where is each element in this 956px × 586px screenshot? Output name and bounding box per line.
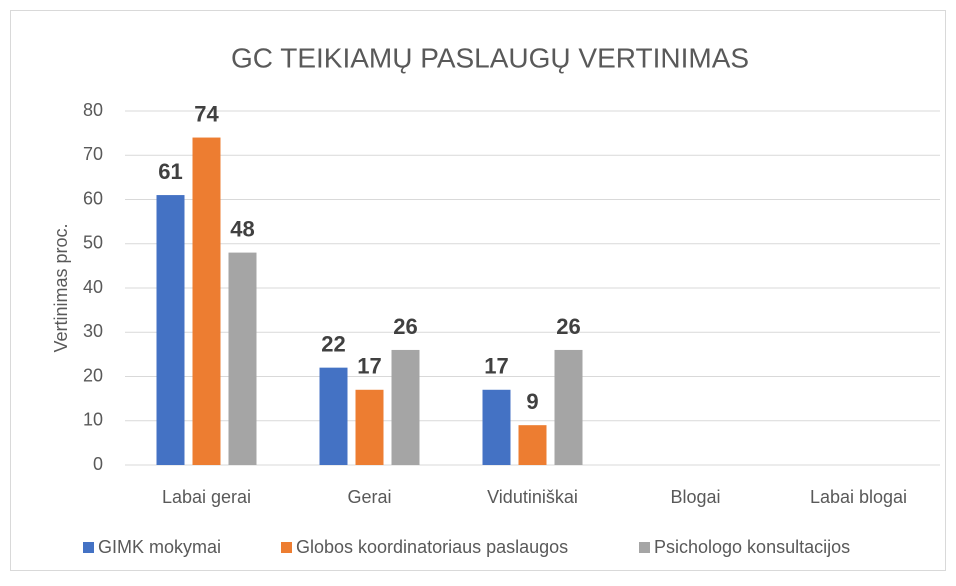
x-tick-label: Blogai (670, 487, 720, 507)
bar (156, 195, 185, 465)
y-tick-label: 30 (83, 321, 103, 341)
data-label: 26 (393, 314, 417, 339)
data-label: 17 (357, 354, 381, 379)
y-tick-label: 60 (83, 188, 103, 208)
bar (228, 252, 257, 465)
x-tick-label: Labai blogai (810, 487, 907, 507)
data-label: 48 (230, 216, 254, 241)
data-label: 9 (526, 389, 538, 414)
legend-swatch (83, 542, 94, 553)
legend-swatch (639, 542, 650, 553)
bar (391, 349, 420, 465)
legend-label: GIMK mokymai (98, 537, 221, 557)
y-tick-label: 80 (83, 100, 103, 120)
x-tick-label: Labai gerai (162, 487, 251, 507)
y-tick-label: 40 (83, 277, 103, 297)
bar (319, 367, 348, 465)
data-label: 22 (321, 331, 345, 356)
y-tick-label: 0 (93, 454, 103, 474)
legend-label: Psichologo konsultacijos (654, 537, 850, 557)
data-label: 26 (556, 314, 580, 339)
data-label: 61 (158, 159, 182, 184)
x-tick-label: Gerai (347, 487, 391, 507)
legend-label: Globos koordinatoriaus paslaugos (296, 537, 568, 557)
y-tick-label: 70 (83, 144, 103, 164)
bar (518, 425, 547, 465)
legend-swatch (281, 542, 292, 553)
chart-title: GC TEIKIAMŲ PASLAUGŲ VERTINIMAS (231, 42, 749, 73)
bar (554, 349, 583, 465)
y-axis-title: Vertinimas proc. (51, 223, 71, 352)
x-tick-label: Vidutiniškai (487, 487, 578, 507)
bar (482, 389, 511, 465)
y-tick-label: 10 (83, 410, 103, 430)
data-label: 74 (194, 101, 219, 126)
bar (355, 389, 384, 465)
data-label: 17 (484, 354, 508, 379)
bar (192, 137, 221, 466)
y-tick-label: 20 (83, 365, 103, 385)
y-tick-label: 50 (83, 233, 103, 253)
chart-border (10, 10, 946, 571)
